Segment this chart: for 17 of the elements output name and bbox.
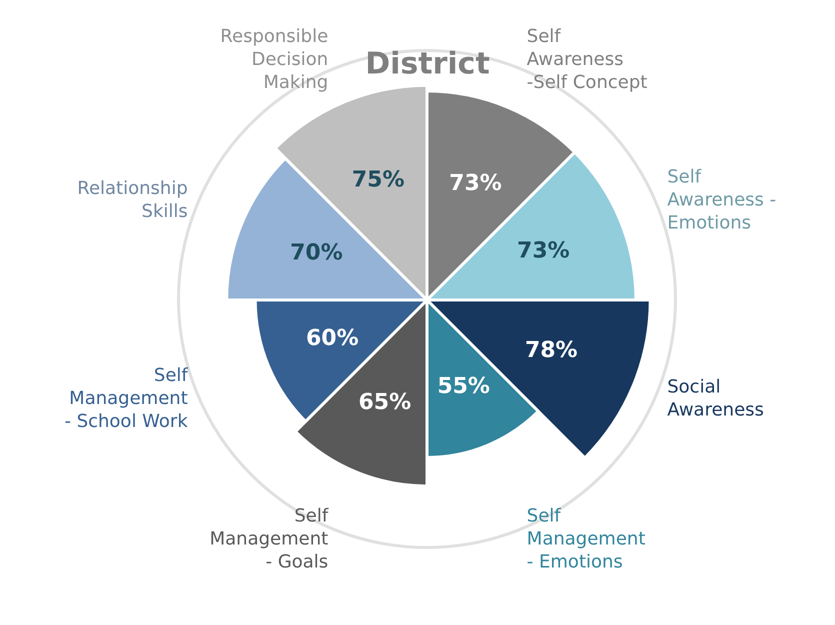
data-label: 70% [290,240,343,266]
category-label: Self Awareness -Self Concept [526,26,648,93]
data-label: 55% [437,374,490,399]
category-label: Self Awareness - Emotions [667,166,776,234]
category-label: Responsible Decision Making [220,26,328,93]
text: District [365,46,490,82]
data-label: 73% [449,170,502,196]
data-label: 65% [358,390,412,415]
data-label: 73% [517,238,570,264]
category-label: Self Management - Emotions [526,505,646,572]
category-label: Self Management - School Work [64,364,188,432]
data-label: 75% [352,168,405,193]
category-label: Self Management - Goals [210,505,329,572]
category-label: Social Awareness [667,376,764,420]
data-label: 78% [524,338,578,363]
category-label: Relationship Skills [77,178,188,222]
data-label: 60% [306,326,359,352]
